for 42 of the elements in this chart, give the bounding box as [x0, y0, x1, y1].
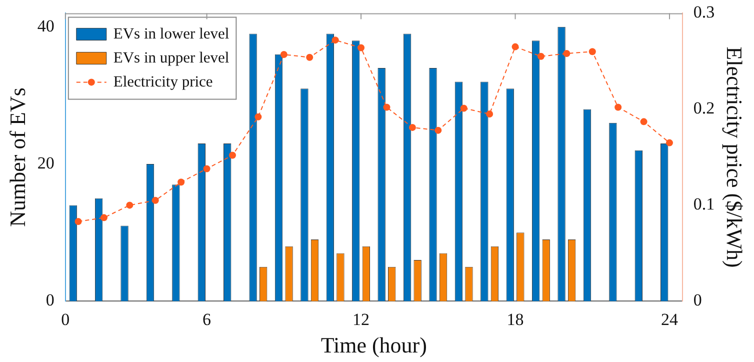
point [486, 110, 494, 118]
y-tick-label: 20 [37, 154, 54, 173]
point [537, 52, 544, 60]
point [332, 36, 339, 44]
x-axis-title: Time (hour) [320, 332, 427, 358]
legend-label: Electricity price [113, 73, 213, 90]
x-tick-label: 24 [660, 310, 678, 329]
legend-label: EVs in upper level [113, 49, 230, 66]
point [358, 44, 365, 52]
y2-tick-label: 0.2 [693, 98, 715, 118]
point [126, 202, 134, 209]
y2-tick-label: 0.1 [693, 194, 715, 214]
point [434, 126, 442, 134]
point [306, 54, 314, 61]
point [254, 113, 262, 120]
x-tick-label: 6 [202, 310, 212, 329]
point [512, 43, 519, 50]
point [228, 152, 236, 159]
point [152, 196, 159, 204]
point [203, 165, 210, 172]
point [460, 104, 468, 112]
y-tick-label: 40 [37, 16, 54, 36]
point [408, 124, 416, 131]
x-tick-label: 18 [506, 310, 524, 329]
point [280, 50, 288, 58]
point [563, 50, 570, 58]
point [74, 218, 82, 226]
point [178, 178, 185, 186]
x-tick-label: 0 [61, 310, 70, 329]
point [640, 118, 648, 126]
point [614, 104, 622, 111]
point [383, 104, 390, 111]
y-axis-title: Number of EVs [4, 88, 30, 227]
y2-tick-label: 0.3 [693, 2, 715, 22]
point [588, 48, 596, 56]
point [666, 139, 673, 146]
y2-tick-label: 0 [693, 290, 702, 310]
x-tick-label: 12 [352, 310, 370, 329]
y-tick-label: 0 [46, 290, 54, 310]
point [100, 214, 108, 222]
legend-label: EVs in lower level [113, 25, 230, 42]
y2-axis-title: Electricity price ($/kWh) [722, 46, 748, 268]
